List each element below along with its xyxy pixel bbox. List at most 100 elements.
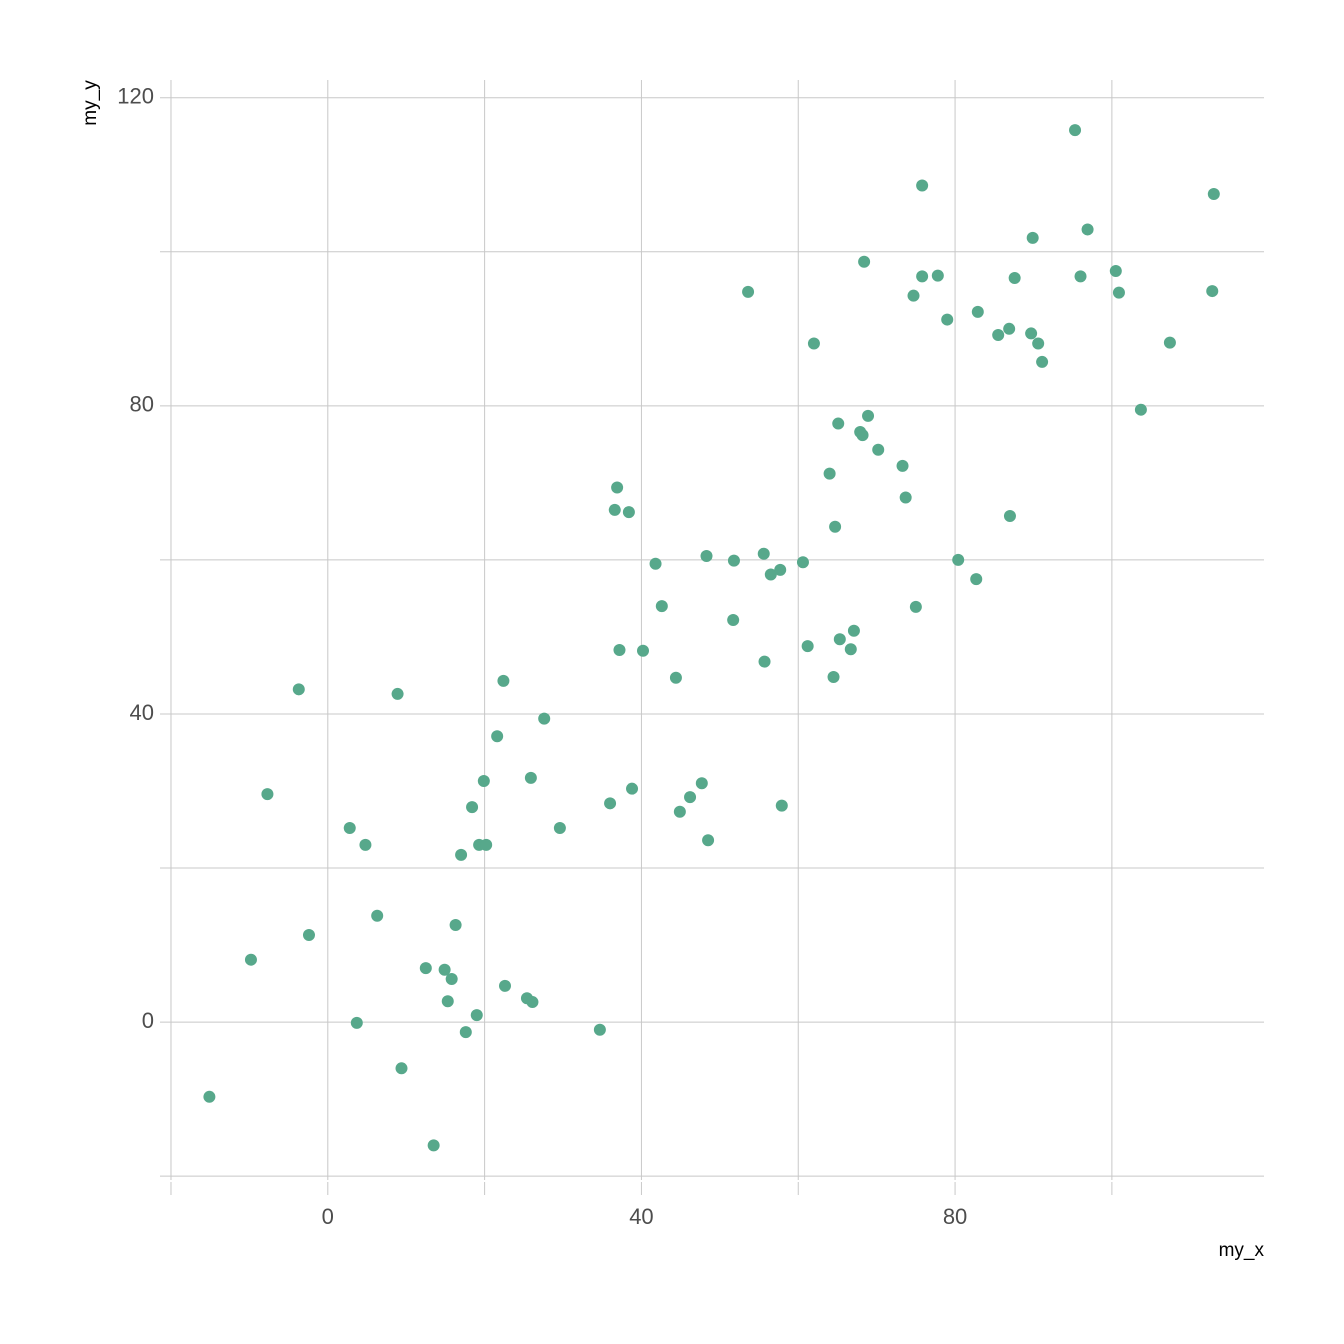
point xyxy=(899,491,912,504)
point xyxy=(832,417,845,430)
point xyxy=(807,337,820,350)
point xyxy=(1036,355,1049,368)
point xyxy=(470,1009,483,1022)
point xyxy=(427,1139,440,1152)
point xyxy=(758,655,771,668)
point xyxy=(419,962,432,975)
point xyxy=(455,848,468,861)
point xyxy=(827,670,840,683)
point xyxy=(1207,188,1220,201)
x-tick-label: 80 xyxy=(943,1204,967,1229)
y-tick-label: 80 xyxy=(130,392,154,417)
point xyxy=(391,687,404,700)
point xyxy=(907,289,920,302)
point xyxy=(613,644,626,657)
point xyxy=(858,255,871,268)
point xyxy=(669,671,682,684)
point xyxy=(1163,336,1176,349)
y-axis-title: my_y xyxy=(80,80,101,126)
point xyxy=(801,640,814,653)
x-tick-label: 40 xyxy=(629,1204,653,1229)
point xyxy=(931,269,944,282)
point xyxy=(727,613,740,626)
point xyxy=(1008,271,1021,284)
point xyxy=(673,805,686,818)
point xyxy=(302,929,315,942)
point xyxy=(757,547,770,560)
point xyxy=(343,821,356,834)
point xyxy=(896,459,909,472)
point xyxy=(1025,327,1038,340)
point xyxy=(1081,223,1094,236)
point xyxy=(727,554,740,567)
point xyxy=(622,506,635,519)
point xyxy=(847,624,860,637)
point xyxy=(350,1016,363,1029)
point xyxy=(395,1062,408,1075)
point xyxy=(844,643,857,656)
point xyxy=(992,328,1005,341)
y-tick-label: 0 xyxy=(142,1008,154,1033)
point xyxy=(499,979,511,992)
point xyxy=(244,953,257,966)
point xyxy=(445,972,458,985)
point xyxy=(833,633,846,646)
point xyxy=(526,996,539,1009)
point xyxy=(695,777,708,790)
point xyxy=(649,557,662,570)
point xyxy=(952,553,965,566)
point xyxy=(823,467,836,480)
point xyxy=(466,801,479,814)
point xyxy=(359,838,372,851)
y-tick-label: 40 xyxy=(130,700,154,725)
point xyxy=(909,600,922,613)
point xyxy=(203,1090,216,1103)
point xyxy=(1074,270,1087,283)
point xyxy=(775,799,788,812)
point xyxy=(872,443,885,456)
point xyxy=(449,919,462,932)
x-axis-title: my_x xyxy=(1219,1240,1265,1261)
point xyxy=(796,556,809,569)
point xyxy=(626,782,639,795)
point xyxy=(1003,322,1016,335)
point xyxy=(1112,286,1125,299)
y-tick-label: 120 xyxy=(117,84,154,109)
point xyxy=(1206,285,1219,298)
point xyxy=(684,791,697,804)
point xyxy=(862,409,875,422)
point xyxy=(371,909,384,922)
point xyxy=(970,573,983,586)
point xyxy=(916,179,929,192)
point xyxy=(856,429,869,442)
point xyxy=(774,563,787,576)
point xyxy=(764,568,777,581)
point xyxy=(1003,509,1016,522)
point xyxy=(829,520,842,533)
point xyxy=(477,774,490,787)
point xyxy=(553,821,566,834)
point xyxy=(971,305,984,318)
point xyxy=(593,1023,606,1036)
point xyxy=(742,285,755,298)
point xyxy=(480,838,493,851)
point xyxy=(438,963,451,976)
point xyxy=(1032,337,1045,350)
point xyxy=(637,644,649,657)
point xyxy=(1109,265,1122,278)
point xyxy=(700,550,713,563)
point xyxy=(941,313,954,326)
point xyxy=(441,995,454,1008)
point xyxy=(1134,403,1147,416)
x-tick-label: 0 xyxy=(322,1204,334,1229)
point xyxy=(524,771,537,784)
point xyxy=(1026,231,1039,244)
point xyxy=(538,712,551,725)
point xyxy=(491,730,504,743)
point xyxy=(611,481,624,494)
point xyxy=(292,683,305,696)
point xyxy=(1069,124,1082,137)
point xyxy=(497,674,510,687)
